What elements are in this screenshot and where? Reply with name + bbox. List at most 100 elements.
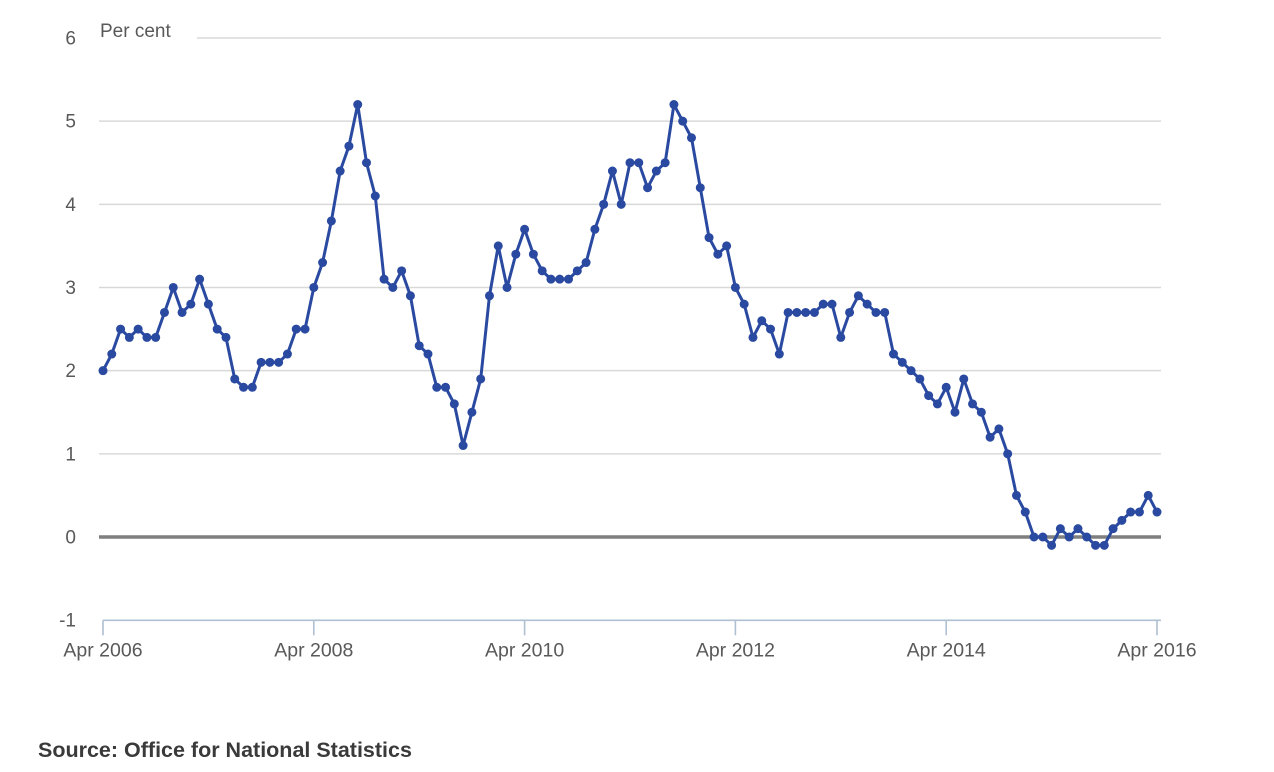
data-point: [941, 382, 951, 392]
data-point: [449, 399, 459, 409]
data-point: [792, 307, 802, 317]
data-point: [476, 374, 486, 384]
data-point: [362, 158, 371, 168]
data-point: [994, 424, 1004, 434]
data-point: [353, 100, 363, 110]
data-point: [388, 282, 398, 292]
data-point: [713, 249, 723, 259]
data-point: [1108, 524, 1118, 534]
data-point: [678, 116, 688, 126]
data-point: [1152, 507, 1162, 517]
data-point: [493, 241, 503, 251]
data-point: [458, 441, 468, 451]
data-point: [1055, 524, 1065, 534]
data-point: [757, 316, 767, 326]
data-point: [651, 166, 661, 176]
data-point: [397, 266, 407, 276]
data-point: [186, 299, 196, 309]
data-point: [897, 357, 907, 367]
data-point: [1143, 490, 1153, 500]
data-series: [98, 100, 1162, 550]
data-point: [1134, 507, 1144, 517]
y-tick-label: 6: [65, 28, 76, 49]
data-point: [195, 274, 205, 284]
data-point: [168, 282, 178, 292]
data-point: [528, 249, 538, 259]
data-point: [950, 407, 960, 417]
data-point: [344, 141, 354, 151]
data-point: [1064, 532, 1074, 542]
data-point: [318, 258, 328, 268]
data-point: [686, 133, 696, 143]
data-point: [326, 216, 336, 226]
data-point: [906, 366, 916, 376]
data-point: [853, 291, 863, 301]
data-point: [555, 274, 565, 284]
data-point: [739, 299, 749, 309]
data-point: [537, 266, 547, 276]
data-point: [783, 307, 793, 317]
data-point: [467, 407, 477, 417]
data-point: [221, 332, 231, 342]
data-point: [212, 324, 222, 334]
data-point: [1126, 507, 1136, 517]
data-point: [722, 241, 732, 251]
data-point: [643, 183, 653, 193]
data-point: [1029, 532, 1039, 542]
data-point: [1117, 515, 1127, 525]
data-point: [151, 332, 161, 342]
data-point: [1099, 540, 1109, 550]
x-tick-label: Apr 2006: [63, 639, 142, 661]
data-point: [405, 291, 415, 301]
data-point: [1082, 532, 1092, 542]
data-point: [695, 183, 705, 193]
x-tick-label: Apr 2010: [485, 639, 564, 661]
data-point: [370, 191, 380, 201]
data-point: [247, 382, 257, 392]
data-point: [669, 100, 679, 110]
y-tick-label: 4: [65, 195, 76, 216]
x-tick-label: Apr 2008: [274, 639, 353, 661]
data-point: [133, 324, 143, 334]
data-point: [748, 332, 758, 342]
data-point: [520, 224, 530, 234]
data-point: [484, 291, 494, 301]
data-point: [335, 166, 345, 176]
data-point: [730, 282, 740, 292]
data-point: [801, 307, 811, 317]
grid-layer: [99, 37, 1161, 539]
data-point: [441, 382, 451, 392]
data-point: [1003, 449, 1013, 459]
source-note: Source: Office for National Statistics: [38, 738, 412, 762]
data-point: [1020, 507, 1030, 517]
data-point: [915, 374, 925, 384]
data-point: [1073, 524, 1083, 534]
data-point: [291, 324, 301, 334]
data-point: [889, 349, 898, 359]
data-point: [871, 307, 881, 317]
data-point: [880, 307, 890, 317]
data-point: [203, 299, 213, 309]
data-point: [818, 299, 828, 309]
data-point: [309, 282, 319, 292]
data-point: [282, 349, 292, 359]
data-point: [546, 274, 556, 284]
data-point: [564, 274, 574, 284]
series-line: [101, 103, 1159, 547]
y-tick-label: -1: [59, 611, 76, 632]
data-point: [766, 324, 776, 334]
data-point: [274, 357, 284, 367]
data-point: [862, 299, 872, 309]
data-point: [968, 399, 978, 409]
data-point: [976, 407, 986, 417]
y-tick-label: 2: [65, 361, 76, 382]
data-point: [256, 357, 266, 367]
y-tick-label: 5: [65, 112, 76, 133]
data-point: [932, 399, 942, 409]
data-point: [265, 357, 275, 367]
data-point: [607, 166, 617, 176]
y-tick-label: 3: [65, 278, 76, 299]
data-point: [230, 374, 240, 384]
data-point: [239, 382, 249, 392]
